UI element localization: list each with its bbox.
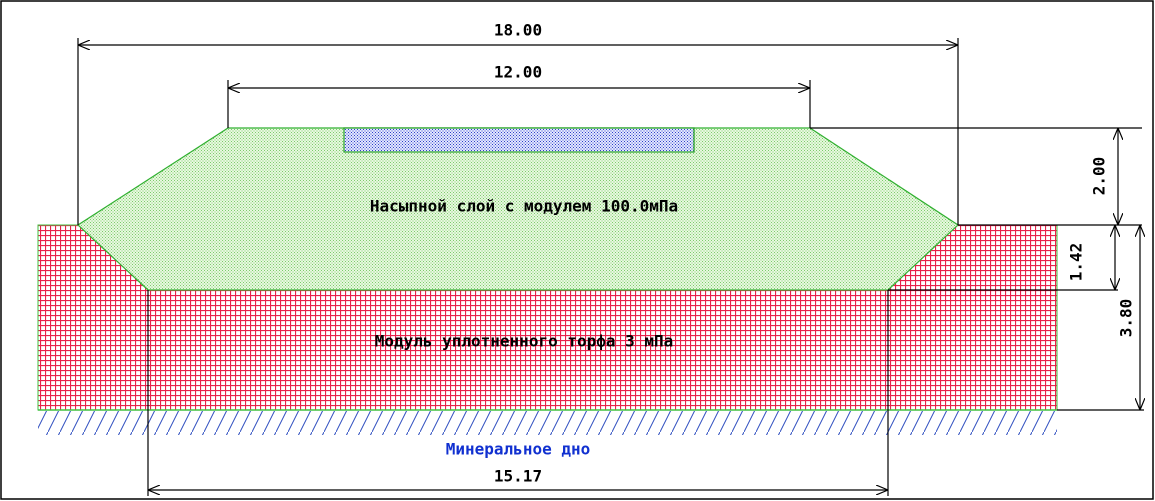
layer-label: Модуль уплотненного торфа 3 мПа bbox=[375, 332, 674, 351]
dimension-label: 18.00 bbox=[494, 21, 542, 40]
dimension-label: 12.00 bbox=[494, 63, 542, 82]
layer-label: Минеральное дно bbox=[446, 440, 591, 459]
dimension-lines bbox=[77, 38, 1144, 496]
dimension-label: 15.17 bbox=[494, 467, 542, 486]
dimension-label: 1.42 bbox=[1067, 243, 1086, 282]
layer-label: Насыпной слой с модулем 100.0мПа bbox=[370, 197, 678, 216]
ground-hatch bbox=[38, 411, 1057, 435]
dimension-label: 3.80 bbox=[1117, 299, 1136, 338]
road-surface bbox=[343, 127, 695, 153]
dimension-label: 2.00 bbox=[1090, 157, 1109, 196]
